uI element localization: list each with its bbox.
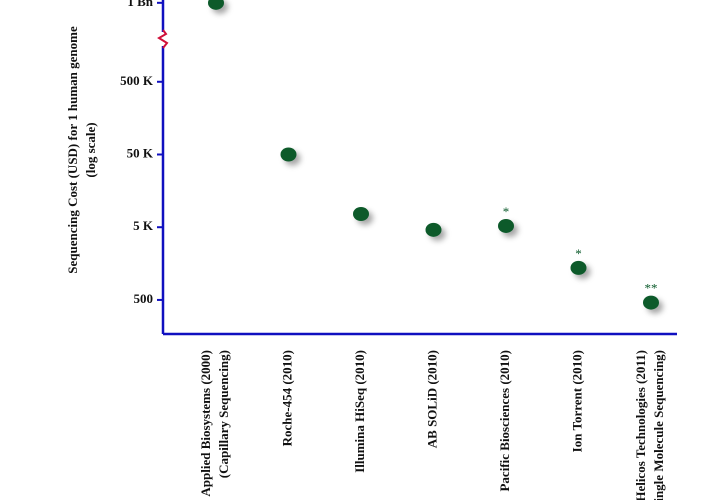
y-tick-label: 50 K bbox=[127, 145, 154, 160]
x-tick-label: Roche-454 (2010) bbox=[279, 350, 294, 446]
point-annotation: * bbox=[575, 246, 582, 261]
x-tick-label: (Capillary Sequencing) bbox=[216, 350, 231, 478]
point bbox=[280, 147, 297, 162]
y-axis-label: Sequencing Cost (USD) for 1 human genome bbox=[65, 26, 80, 274]
x-tick-label: Ion Torrent (2010) bbox=[569, 350, 584, 452]
point bbox=[208, 0, 224, 10]
x-tick-label: AB SOLiD (2010) bbox=[424, 350, 439, 448]
point bbox=[570, 260, 587, 275]
x-tick-label: Helicos Technologies (2011) bbox=[633, 350, 648, 500]
x-tick-label: Illumina HiSeq (2010) bbox=[352, 350, 367, 473]
y-tick-label: 500 bbox=[134, 291, 154, 306]
axis-break-gap bbox=[159, 32, 167, 46]
point bbox=[498, 218, 514, 233]
point-annotation: ** bbox=[645, 281, 658, 296]
point bbox=[425, 222, 442, 237]
y-tick-label: 500 K bbox=[120, 73, 154, 88]
point bbox=[353, 206, 369, 221]
x-tick-label: (Single Molecule Sequencing) bbox=[651, 350, 666, 500]
point bbox=[643, 295, 659, 310]
y-axis-label: (log scale) bbox=[83, 122, 98, 177]
x-tick-label: Pacific Biosciences (2010) bbox=[497, 350, 512, 492]
y-tick-label: 5 K bbox=[133, 218, 154, 233]
y-tick-label: 1 Bn bbox=[127, 0, 153, 9]
axis-break bbox=[157, 29, 169, 49]
point-annotation: * bbox=[503, 204, 510, 219]
x-tick-label: Applied Biosystems (2000) bbox=[198, 350, 213, 497]
